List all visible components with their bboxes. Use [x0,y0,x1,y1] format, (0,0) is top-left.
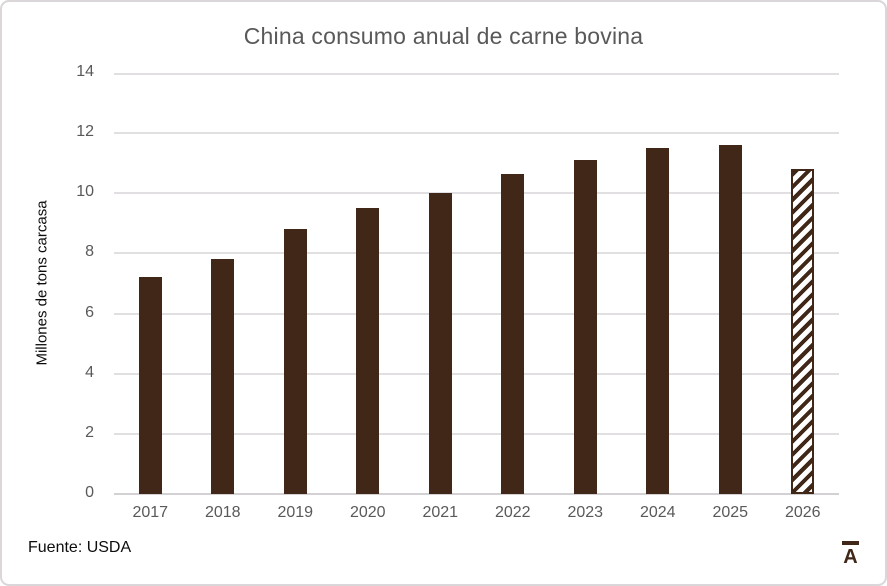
bar-2024 [646,148,670,494]
x-tick-label-2022: 2022 [494,504,531,521]
x-tick-label-2020: 2020 [349,504,386,521]
x-tick-label-2021: 2021 [422,504,459,521]
bar-slot-2021 [404,193,477,494]
bar-2023 [573,160,597,494]
x-tick-label-2018: 2018 [204,504,241,521]
gridline-y-8 [114,252,839,255]
bar-slot-2018 [187,259,260,494]
plot-area [114,73,839,495]
bar-2019 [283,229,307,494]
bar-slot-2023 [549,160,622,494]
y-tick-label-6: 6 [85,303,94,321]
y-tick-label-10: 10 [76,183,94,201]
gridline-y-2 [114,432,839,435]
x-tick-label-2017: 2017 [132,504,169,521]
logo-letter: A [843,546,858,568]
bar-2025 [718,145,742,494]
x-tick-label-2025: 2025 [712,504,749,521]
y-tick-label-14: 14 [76,63,94,80]
x-tick-label-2026: 2026 [784,504,821,521]
y-tick-label-8: 8 [85,243,94,261]
bar-2026-forecast [791,169,815,494]
bar-2020 [356,208,380,494]
x-axis-line [114,493,839,495]
source-label: Fuente: USDA [28,539,132,556]
gridline-y-12 [114,132,839,135]
x-tick-label-2023: 2023 [567,504,604,521]
y-axis-title: Millones de tons carcasa [33,200,51,366]
x-tick-label-2019: 2019 [277,504,314,521]
bar-slot-2017 [114,277,187,494]
brand-logo-a-macron-icon: A [840,541,861,567]
x-axis-tick-labels: 2017 2018 2019 2020 2021 2022 2023 2024 2025 2026 [114,504,839,522]
gridline-y-6 [114,312,839,315]
bar-slot-2026 [767,169,840,494]
gridline-y-4 [114,372,839,375]
gridline-y-10 [114,192,839,195]
bars-container [114,73,839,494]
gridline-y-14 [114,73,839,75]
logo-macron-bar [842,541,859,545]
bar-2021 [428,193,452,494]
bar-slot-2022 [477,174,550,494]
y-tick-label-0: 0 [85,484,94,501]
x-tick-label-2024: 2024 [639,504,676,521]
y-tick-label-12: 12 [76,123,94,141]
bar-slot-2020 [332,208,405,494]
bar-2017 [138,277,162,494]
bar-2022 [501,174,525,494]
bar-slot-2025 [694,145,767,494]
bar-slot-2024 [622,148,695,494]
y-tick-label-4: 4 [85,363,94,381]
bar-2018 [211,259,235,494]
y-tick-label-2: 2 [85,423,94,441]
chart-title: China consumo anual de carne bovina [243,23,644,49]
bar-slot-2019 [259,229,332,494]
